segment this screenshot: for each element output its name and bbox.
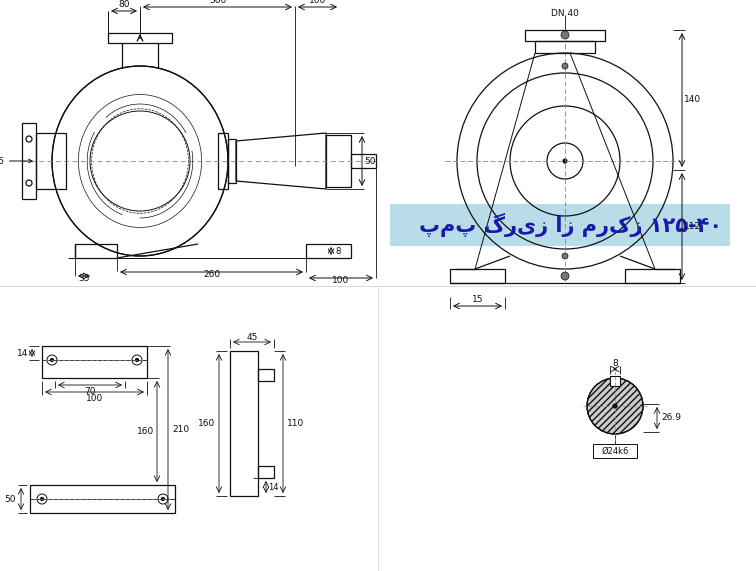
- Bar: [450, 269, 505, 283]
- Circle shape: [563, 159, 567, 163]
- Bar: [306, 244, 351, 258]
- Text: 35: 35: [79, 274, 90, 283]
- Text: 160: 160: [198, 419, 215, 428]
- Bar: [218, 133, 228, 189]
- Text: 45: 45: [246, 333, 258, 343]
- Text: 50: 50: [364, 156, 376, 166]
- Text: 15: 15: [472, 295, 483, 304]
- Bar: [30, 485, 175, 513]
- Circle shape: [135, 359, 138, 361]
- Circle shape: [613, 404, 617, 408]
- Bar: [258, 466, 274, 478]
- Circle shape: [562, 63, 568, 69]
- Bar: [625, 269, 680, 283]
- Text: 50: 50: [5, 494, 16, 504]
- Text: 260: 260: [203, 270, 220, 279]
- Text: 100: 100: [333, 276, 349, 285]
- Text: 14: 14: [17, 348, 28, 357]
- Bar: [390, 204, 730, 246]
- Bar: [258, 369, 274, 381]
- Bar: [42, 346, 147, 378]
- Circle shape: [561, 272, 569, 280]
- Text: 210: 210: [172, 425, 189, 434]
- Bar: [593, 444, 637, 458]
- Circle shape: [41, 497, 44, 501]
- Text: 26.9: 26.9: [661, 413, 681, 423]
- Bar: [230, 351, 258, 496]
- Circle shape: [562, 253, 568, 259]
- Text: 8: 8: [612, 360, 618, 368]
- Text: 100: 100: [309, 0, 326, 5]
- Text: 112: 112: [684, 222, 701, 231]
- Bar: [610, 376, 620, 386]
- Bar: [22, 123, 36, 199]
- Bar: [535, 41, 595, 53]
- Text: پمپ گریز از مرکز ۱۲۵-۴۰: پمپ گریز از مرکز ۱۲۵-۴۰: [419, 213, 722, 237]
- Circle shape: [51, 359, 54, 361]
- Text: DN 65: DN 65: [0, 156, 33, 166]
- Circle shape: [587, 378, 643, 434]
- Text: 110: 110: [287, 419, 304, 428]
- Bar: [351, 154, 376, 168]
- Circle shape: [162, 497, 165, 501]
- Bar: [75, 244, 117, 258]
- Text: 14: 14: [268, 482, 278, 492]
- Text: 80: 80: [118, 0, 130, 9]
- Bar: [326, 135, 351, 187]
- Text: Ø24k6: Ø24k6: [601, 447, 629, 456]
- Text: 160: 160: [137, 427, 154, 436]
- Circle shape: [561, 31, 569, 39]
- Text: 360: 360: [209, 0, 226, 5]
- Text: 8: 8: [335, 247, 340, 255]
- Text: 140: 140: [684, 95, 701, 104]
- Bar: [228, 139, 236, 183]
- Text: 70: 70: [84, 387, 96, 396]
- Bar: [36, 133, 66, 189]
- Bar: [108, 33, 172, 43]
- Text: DN 40: DN 40: [551, 9, 579, 18]
- Text: 100: 100: [86, 394, 103, 403]
- Bar: [525, 30, 605, 41]
